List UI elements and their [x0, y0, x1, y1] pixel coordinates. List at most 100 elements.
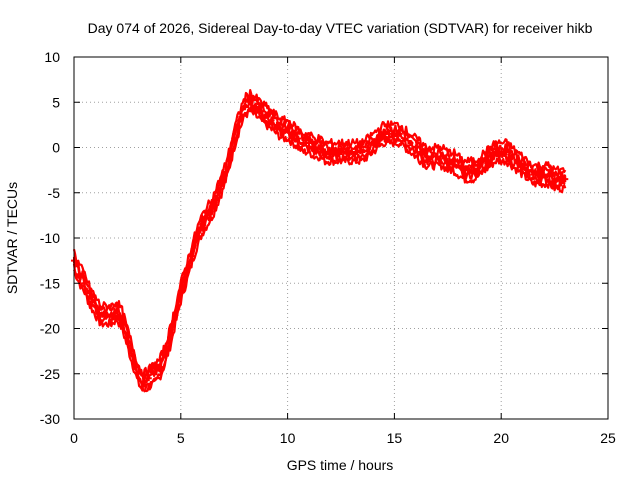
data-point — [145, 375, 152, 382]
data-point — [215, 189, 222, 196]
data-point — [391, 130, 398, 137]
data-point — [140, 379, 147, 386]
data-point — [418, 149, 425, 156]
data-point — [471, 167, 478, 174]
data-point — [487, 153, 494, 160]
data-point — [220, 176, 227, 183]
y-tick-label: 0 — [52, 140, 60, 156]
data-point — [167, 334, 174, 341]
data-point — [354, 149, 361, 156]
data-point — [273, 121, 280, 128]
data-point — [241, 103, 248, 110]
data-point — [316, 144, 323, 151]
data-point — [375, 135, 382, 142]
data-point — [407, 139, 414, 146]
series-strand-1 — [72, 105, 566, 391]
data-point — [535, 171, 542, 178]
data-point — [396, 130, 403, 137]
x-tick-label: 10 — [280, 430, 296, 446]
y-tick-label: -30 — [40, 411, 60, 427]
data-point — [113, 307, 120, 314]
data-point — [183, 271, 190, 278]
data-point — [172, 311, 179, 318]
y-tick-label: -20 — [40, 321, 60, 337]
data-point — [209, 203, 216, 210]
data-point — [92, 302, 99, 309]
data-point — [380, 130, 387, 137]
data-point — [188, 253, 195, 260]
data-point — [129, 352, 136, 359]
data-point — [359, 149, 366, 156]
data-point — [551, 176, 558, 183]
y-tick-label: -25 — [40, 366, 60, 382]
data-point — [519, 162, 526, 169]
data-point — [156, 366, 163, 373]
data-point — [348, 149, 355, 156]
data-point — [161, 352, 168, 359]
data-point — [503, 149, 510, 156]
y-tick-label: -15 — [40, 275, 60, 291]
data-point — [476, 162, 483, 169]
data-point — [338, 149, 344, 156]
data-point — [268, 117, 275, 124]
data-point — [343, 149, 350, 156]
data-point — [428, 153, 435, 160]
x-tick-label: 25 — [600, 430, 616, 446]
data-point — [498, 149, 505, 156]
data-point — [225, 158, 232, 165]
data-point — [284, 126, 291, 133]
y-tick-label: 10 — [44, 49, 60, 65]
data-point — [321, 149, 328, 156]
data-point — [439, 153, 446, 160]
data-point — [364, 144, 371, 151]
x-tick-label: 0 — [70, 430, 78, 446]
data-point — [562, 176, 569, 183]
x-axis-label: GPS time / hours — [287, 457, 394, 473]
data-point — [434, 153, 441, 160]
data-point — [311, 144, 318, 151]
data-point — [386, 130, 393, 137]
data-point — [236, 117, 243, 124]
y-tick-label: -5 — [48, 185, 61, 201]
data-point — [305, 139, 312, 146]
x-tick-label: 15 — [387, 430, 403, 446]
y-tick-label: 5 — [52, 94, 60, 110]
data-point — [492, 149, 499, 156]
data-point — [199, 221, 206, 228]
data-point — [97, 311, 104, 318]
data-point — [87, 293, 94, 300]
data-point — [300, 139, 307, 146]
data-point — [177, 289, 184, 296]
data-point — [423, 153, 430, 160]
data-point — [524, 167, 531, 174]
data-point — [247, 99, 254, 106]
y-tick-label: -10 — [40, 230, 60, 246]
data-point — [124, 334, 131, 341]
x-tick-label: 5 — [177, 430, 185, 446]
gridlines — [74, 57, 608, 419]
data-point — [466, 167, 473, 174]
data-point — [151, 370, 158, 377]
data-point — [530, 171, 537, 178]
data-point — [295, 135, 302, 142]
data-point — [444, 158, 451, 165]
data-point — [327, 149, 334, 156]
data-point — [279, 126, 286, 133]
chart-title: Day 074 of 2026, Sidereal Day-to-day VTE… — [88, 20, 593, 36]
data-point — [508, 153, 515, 160]
x-tick-label: 20 — [493, 430, 509, 446]
data-point — [540, 171, 547, 178]
data-point — [546, 171, 553, 178]
data-point — [263, 112, 270, 119]
data-point — [81, 280, 88, 287]
data-point — [135, 370, 142, 377]
data-series — [71, 88, 569, 393]
data-point — [482, 158, 489, 165]
data-point — [119, 316, 126, 323]
series-strand-4 — [72, 88, 567, 379]
data-point — [455, 162, 462, 169]
data-point — [108, 311, 115, 318]
data-point — [193, 235, 200, 241]
